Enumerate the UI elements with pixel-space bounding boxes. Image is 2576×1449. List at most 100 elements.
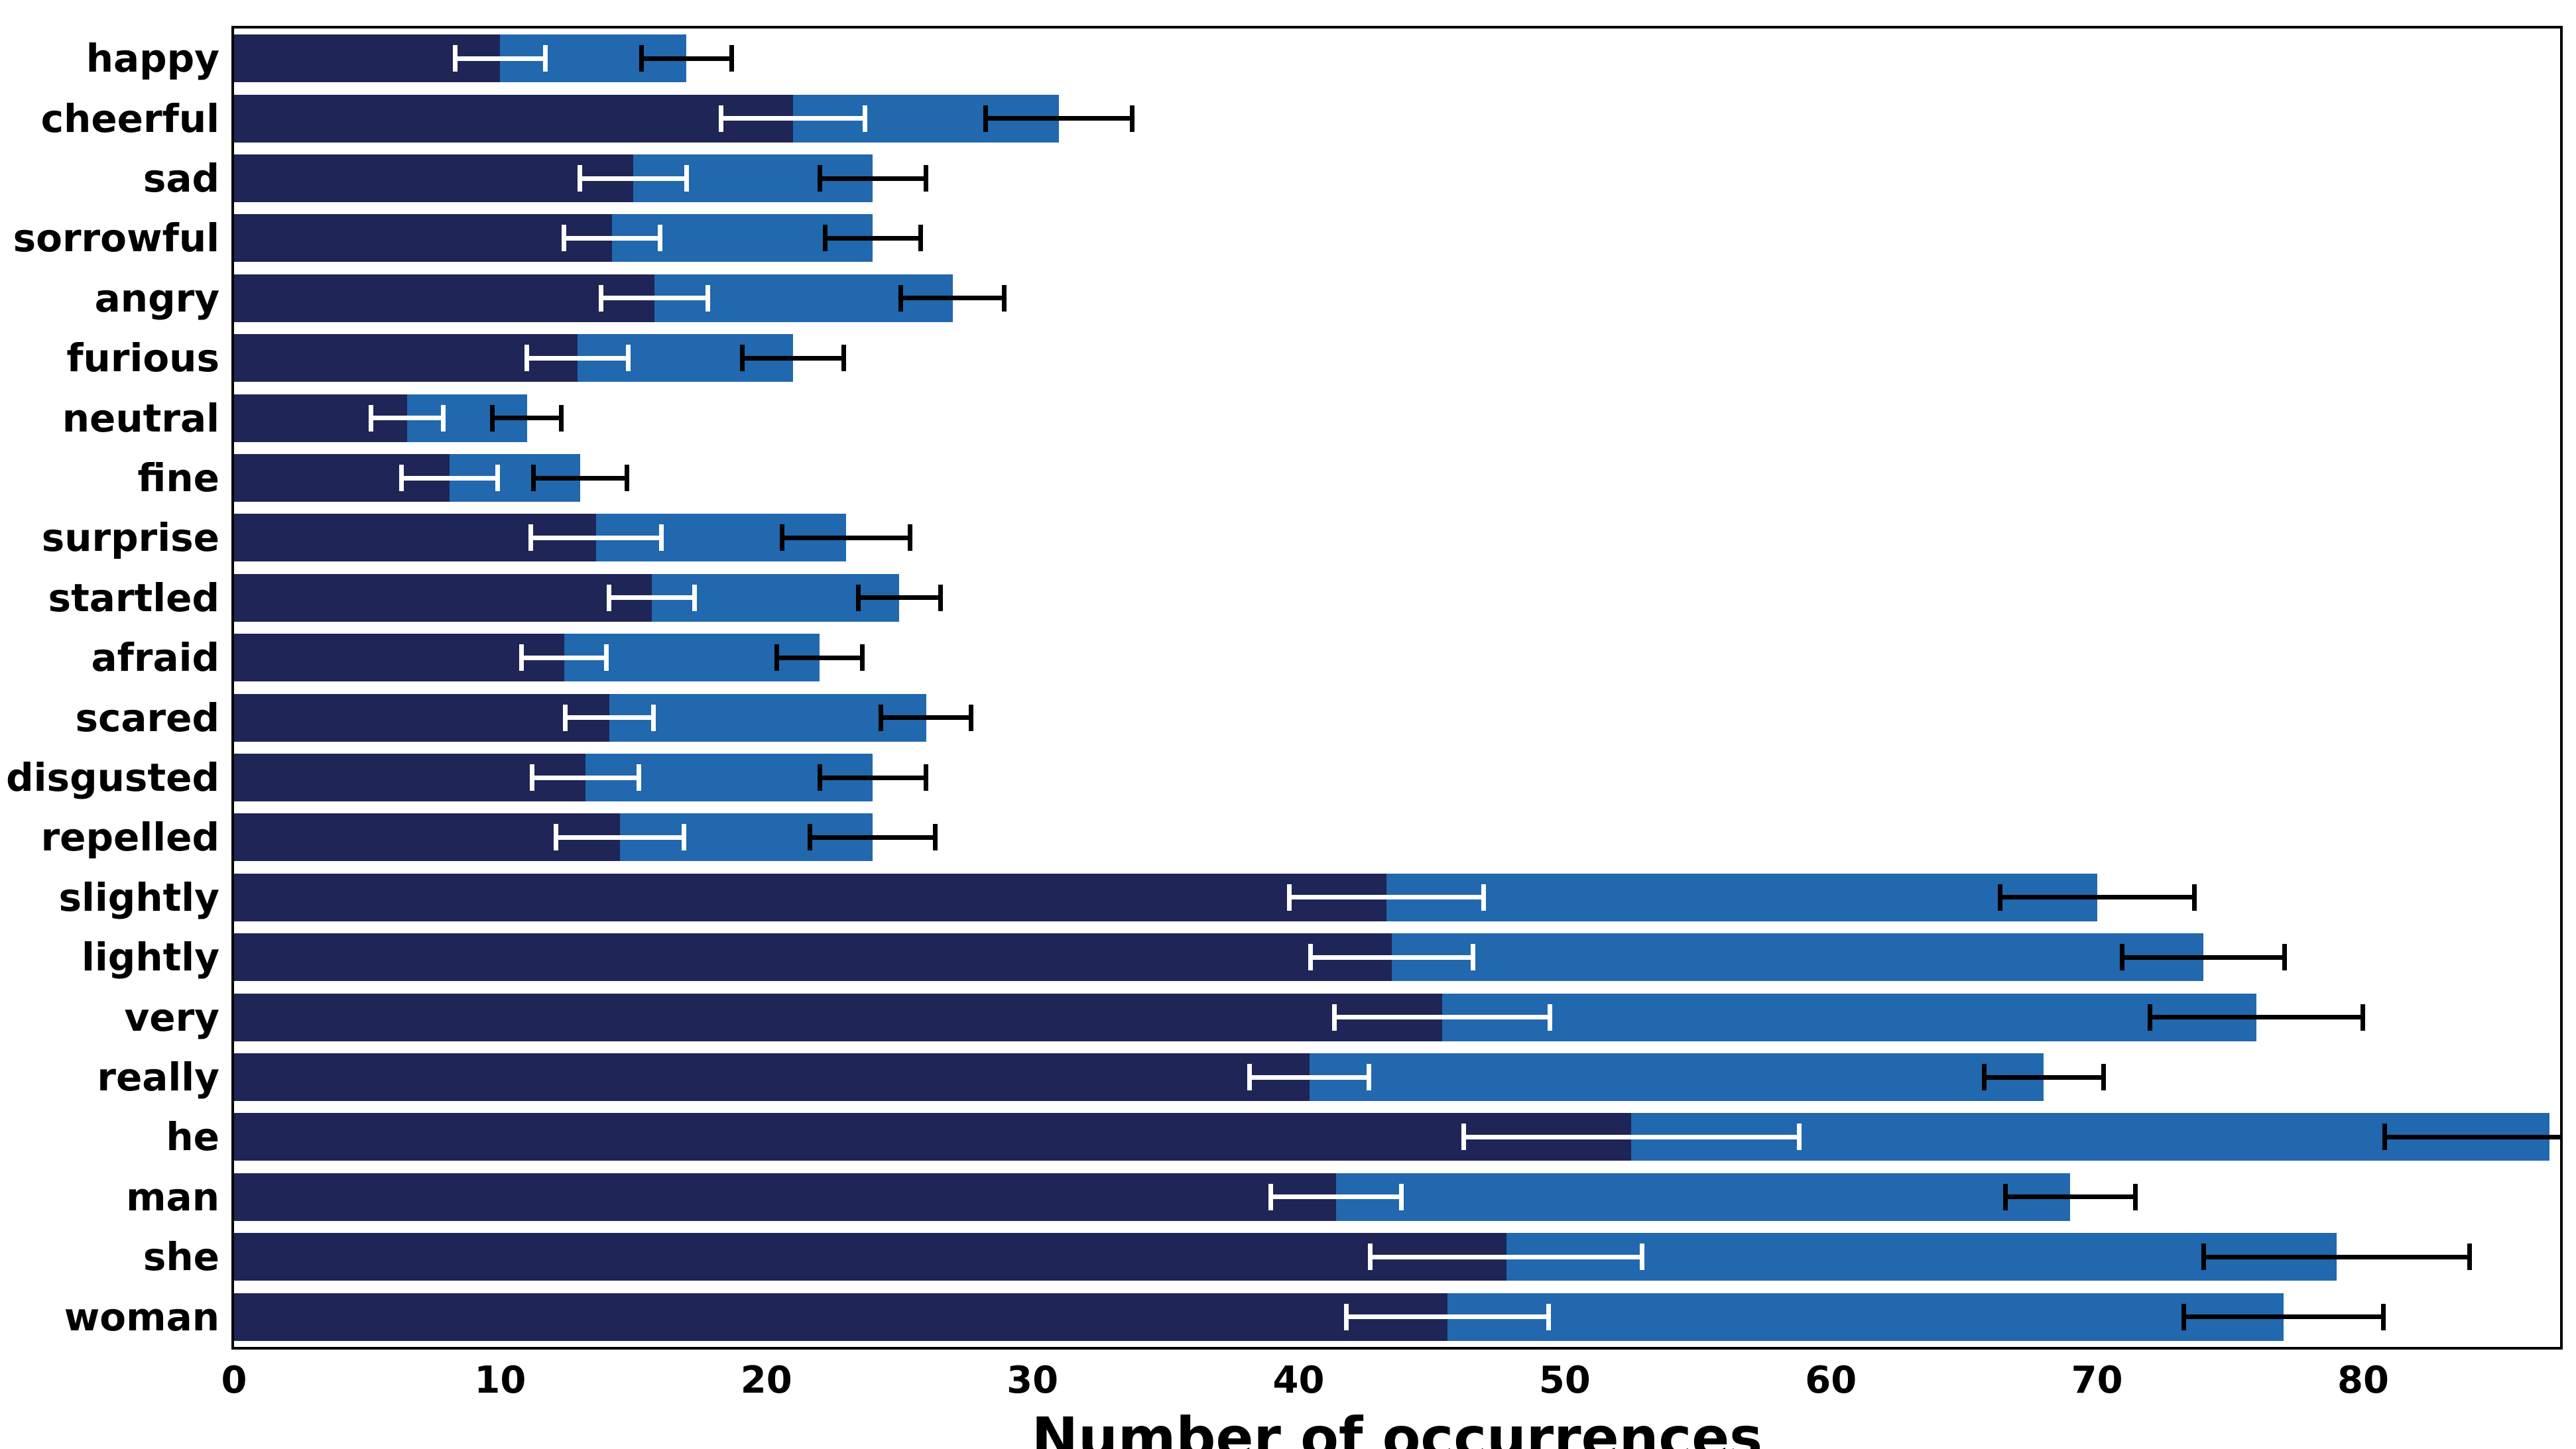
errbar-inner-he-cap-right — [1796, 1124, 1802, 1151]
errbar-inner-very-cap-left — [1332, 1004, 1337, 1031]
errbar-outer-he-cap-left — [2382, 1124, 2387, 1151]
errbar-outer-sad-cap-right — [924, 165, 929, 192]
bar-man-dark — [234, 1173, 1336, 1221]
bar-man-light — [1335, 1173, 2071, 1221]
errbar-inner-afraid-cap-right — [604, 644, 609, 671]
errbar-inner-slightly-cap-left — [1286, 884, 1292, 911]
errbar-outer-scared-cap-right — [969, 704, 974, 731]
bar-furious-dark — [234, 334, 578, 382]
errbar-inner-scared-cap-left — [563, 704, 568, 731]
errbar-outer-angry-cap-right — [1002, 284, 1007, 312]
errbar-inner-surprise-cap-left — [528, 524, 534, 551]
errbar-outer-really-line — [1984, 1074, 2104, 1080]
errbar-outer-sorrowful-line — [825, 235, 921, 241]
errbar-outer-lightly-cap-left — [2120, 944, 2125, 971]
errbar-outer-man-cap-left — [2002, 1183, 2008, 1210]
y-tick-label-scared: scared — [75, 695, 220, 740]
bar-really-dark — [234, 1053, 1310, 1101]
errbar-outer-happy-cap-right — [729, 45, 735, 72]
errbar-outer-afraid-cap-right — [859, 644, 865, 671]
y-tick-label-woman: woman — [64, 1294, 219, 1340]
errbar-outer-happy-line — [641, 56, 732, 61]
plot-area — [234, 29, 2560, 1347]
errbar-inner-repelled-cap-right — [681, 824, 686, 851]
x-tick-label-40: 40 — [1272, 1359, 1325, 1402]
bar-sorrowful-dark — [234, 214, 612, 262]
errbar-inner-furious-cap-right — [625, 345, 631, 372]
x-tick-label-50: 50 — [1538, 1359, 1591, 1402]
errbar-inner-furious-line — [526, 355, 629, 361]
x-tick-label-60: 60 — [1805, 1359, 1857, 1402]
errbar-outer-startled-cap-right — [938, 584, 944, 611]
errbar-outer-furious-line — [742, 355, 844, 361]
errbar-inner-angry-cap-left — [599, 284, 604, 312]
errbar-inner-fine-cap-right — [495, 465, 500, 491]
x-tick-label-80: 80 — [2337, 1359, 2389, 1402]
bar-scared-dark — [234, 693, 609, 742]
errbar-inner-furious-cap-left — [524, 345, 529, 372]
y-tick-label-repelled: repelled — [40, 815, 219, 860]
errbar-outer-sad-cap-left — [817, 165, 822, 192]
x-tick-label-20: 20 — [740, 1359, 792, 1402]
y-tick-label-really: really — [97, 1055, 219, 1100]
errbar-inner-he-cap-left — [1461, 1124, 1466, 1151]
bar-slightly-dark — [234, 873, 1386, 921]
errbar-outer-afraid-cap-left — [774, 644, 780, 671]
bar-really-light — [1309, 1053, 2044, 1101]
errbar-outer-disgusted-cap-left — [817, 764, 822, 791]
y-tick-label-neutral: neutral — [62, 395, 219, 441]
errbar-inner-repelled-line — [556, 835, 684, 840]
bar-angry-dark — [234, 274, 655, 322]
y-tick-label-he: he — [166, 1114, 219, 1160]
bar-very-light — [1442, 993, 2257, 1041]
x-tick-label-30: 30 — [1007, 1359, 1059, 1402]
errbar-outer-happy-cap-left — [639, 45, 644, 72]
errbar-outer-slightly-line — [2000, 895, 2195, 900]
bar-sad-dark — [234, 154, 634, 202]
y-tick-label-furious: furious — [66, 335, 219, 381]
bar-disgusted-dark — [234, 754, 585, 801]
errbar-outer-woman-cap-right — [2380, 1303, 2386, 1330]
errbar-inner-he-line — [1463, 1134, 1800, 1139]
errbar-inner-slightly-line — [1289, 895, 1484, 900]
bar-woman-light — [1447, 1293, 2284, 1341]
errbar-outer-really-cap-left — [1981, 1064, 1987, 1090]
errbar-inner-lightly-cap-right — [1470, 944, 1475, 971]
errbar-inner-sad-cap-right — [684, 165, 689, 192]
x-tick-label-10: 10 — [474, 1359, 526, 1402]
errbar-outer-slightly-cap-left — [1997, 884, 2002, 911]
errbar-inner-she-cap-right — [1639, 1244, 1644, 1271]
bar-startled-dark — [234, 573, 652, 622]
errbar-inner-cheerful-cap-right — [862, 105, 867, 132]
errbar-inner-she-cap-left — [1368, 1244, 1373, 1271]
errbar-inner-repelled-cap-left — [554, 824, 559, 851]
errbar-outer-startled-cap-left — [855, 584, 861, 611]
errbar-outer-neutral-cap-left — [489, 404, 495, 432]
errbar-outer-disgusted-line — [820, 775, 926, 780]
errbar-inner-really-line — [1249, 1074, 1369, 1080]
errbar-outer-sorrowful-cap-right — [918, 225, 924, 252]
bar-he-dark — [234, 1113, 1632, 1161]
errbar-inner-startled-cap-left — [607, 584, 612, 611]
errbar-inner-startled-line — [609, 595, 695, 601]
errbar-inner-very-line — [1334, 1015, 1550, 1020]
y-tick-label-very: very — [124, 994, 219, 1040]
bar-slightly-light — [1386, 873, 2097, 921]
errbar-inner-angry-cap-right — [705, 284, 710, 312]
errbar-inner-sorrowful-cap-left — [562, 225, 567, 252]
errbar-inner-woman-cap-right — [1546, 1303, 1552, 1330]
errbar-outer-surprise-line — [782, 535, 910, 540]
errbar-inner-startled-cap-right — [692, 584, 697, 611]
errbar-outer-lightly-cap-right — [2282, 944, 2288, 971]
errbar-outer-fine-cap-right — [624, 465, 629, 491]
errbar-outer-man-cap-right — [2133, 1183, 2138, 1210]
errbar-inner-sad-line — [580, 176, 687, 181]
y-tick-label-sad: sad — [143, 156, 219, 201]
errbar-inner-neutral-cap-right — [440, 404, 446, 432]
errbar-outer-she-line — [2203, 1254, 2470, 1259]
bar-scared-light — [609, 693, 926, 742]
errbar-outer-cheerful-cap-left — [983, 105, 989, 132]
errbar-inner-lightly-line — [1310, 955, 1473, 960]
errbar-outer-angry-cap-left — [898, 284, 903, 312]
errbar-outer-neutral-cap-right — [559, 404, 564, 432]
